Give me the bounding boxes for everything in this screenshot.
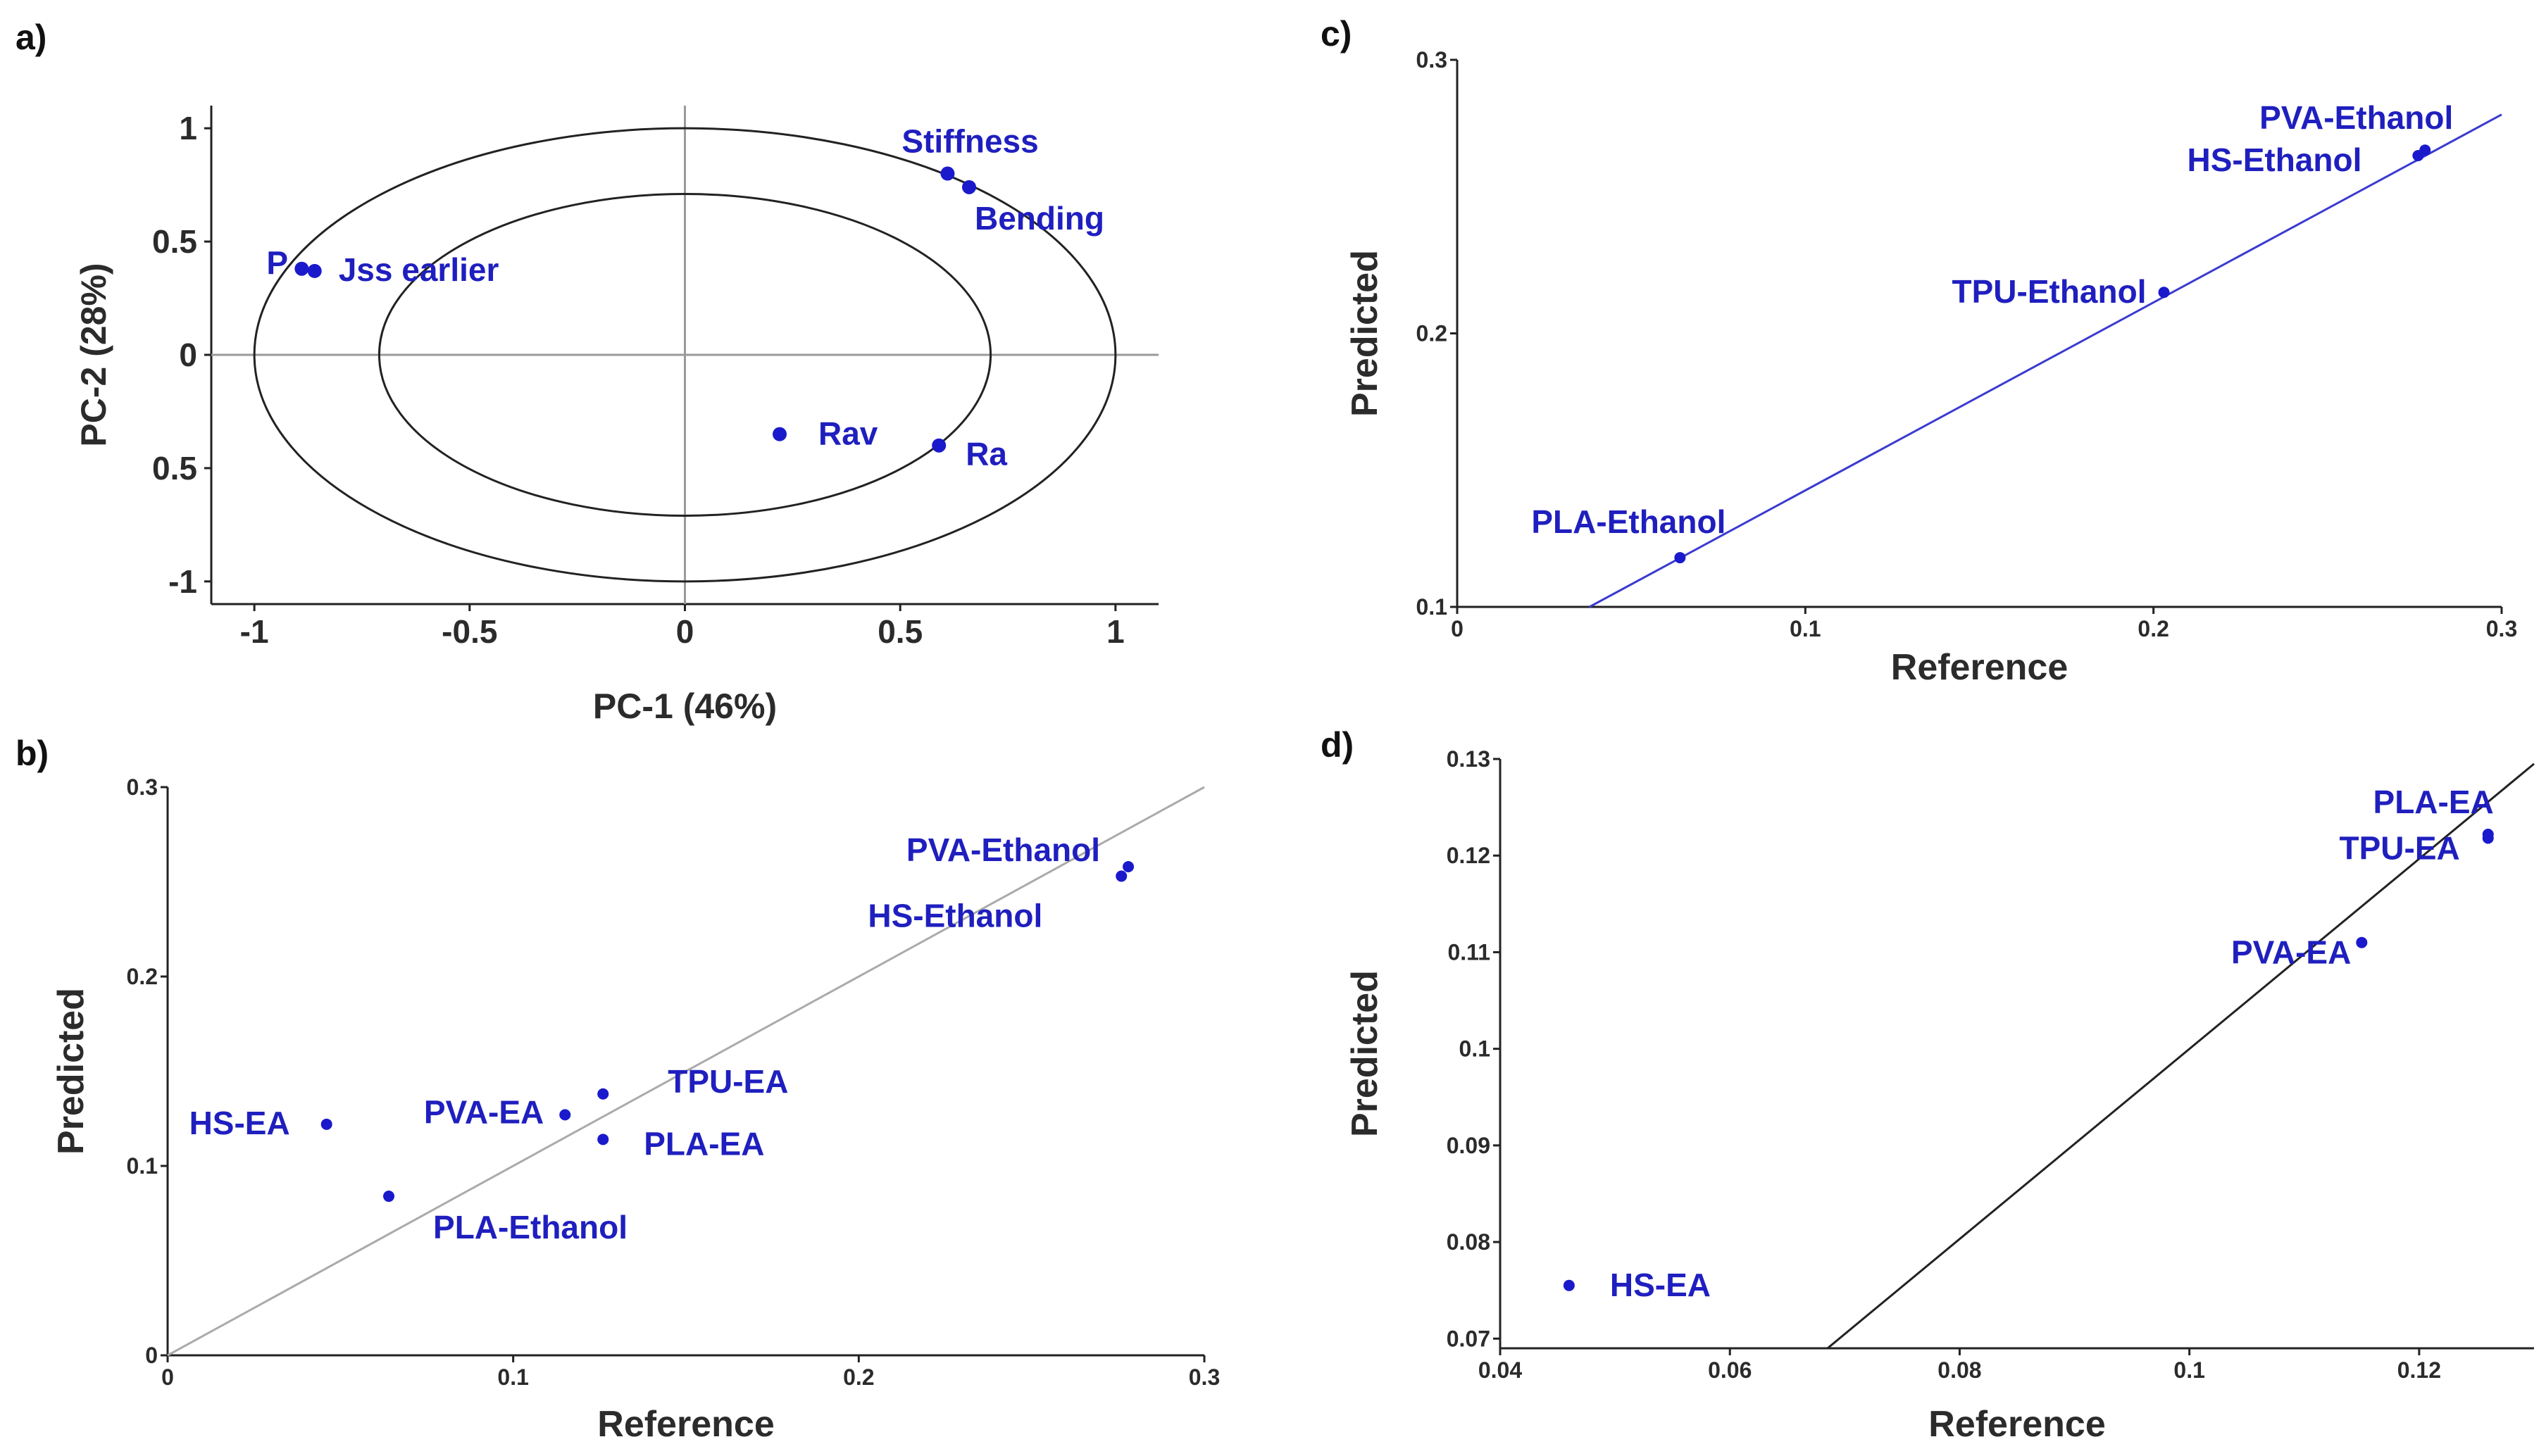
fit-line <box>167 786 1205 1357</box>
panel-label: d) <box>1321 725 1354 765</box>
y-tick-label: 0.13 <box>1447 746 1490 772</box>
y-tick-label: 0.11 <box>1447 939 1490 965</box>
point-label: PVA-Ethanol <box>2259 99 2453 136</box>
x-tick-label: 0.1 <box>2173 1357 2204 1383</box>
point-label: HS-Ethanol <box>2187 142 2361 178</box>
y-tick-label: 0.5 <box>152 450 197 487</box>
y-axis-title: Predicted <box>1344 970 1385 1137</box>
y-axis-title: PC-2 (28%) <box>74 263 113 446</box>
point-label: Rav <box>818 415 878 452</box>
point-ra <box>932 438 947 453</box>
point-pva-ethanol <box>1123 860 1135 872</box>
y-tick-label: 0.1 <box>127 1153 158 1179</box>
point-label: HS-EA <box>1610 1267 1711 1303</box>
x-tick-label: 0.06 <box>1708 1357 1752 1383</box>
fit-line <box>1589 113 2502 608</box>
point-label: PLA-EA <box>644 1125 764 1162</box>
y-axis-title: Predicted <box>1344 250 1385 417</box>
point-label: Stiffness <box>901 123 1038 160</box>
y-tick-label: 0.2 <box>1416 321 1447 346</box>
panel-label: a) <box>15 18 46 57</box>
x-tick-label: 0.5 <box>878 613 923 650</box>
point-stiffness <box>940 166 955 181</box>
x-axis-title: Reference <box>1891 647 2068 688</box>
point-label: PVA-Ethanol <box>906 831 1100 868</box>
point-hs-ethanol <box>2412 149 2424 161</box>
point-p <box>294 261 309 276</box>
panel-a: a) -1 -0.5 0 0.5 1 1 0.5 0 0.5 -1 PC-1 (46%) PC-2 (2… <box>15 18 1159 726</box>
panel-d: d) 0.04 0.06 0.08 0.1 0.12 0.07 0.08 0.09 0.1 0.11… <box>1321 725 2535 1445</box>
inner-ellipse <box>377 193 992 517</box>
point-label: HS-Ethanol <box>868 897 1042 934</box>
y-tick-label: 0.09 <box>1447 1133 1490 1158</box>
y-tick-label: 0.07 <box>1447 1326 1490 1351</box>
x-tick-label: 0.2 <box>2138 616 2169 641</box>
y-tick-label: 0 <box>145 1343 158 1368</box>
y-tick-label: -1 <box>168 563 197 600</box>
x-tick-label: -0.5 <box>442 613 497 650</box>
point-label: Ra <box>966 436 1007 472</box>
point-label: Bending <box>975 200 1104 237</box>
x-tick-label: -1 <box>240 613 269 650</box>
x-tick-label: 1 <box>1106 613 1125 650</box>
point-pla-ethanol <box>383 1191 395 1203</box>
y-tick-label: 0.12 <box>1447 843 1490 868</box>
point-label: P <box>266 245 288 282</box>
x-tick-label: 0.08 <box>1937 1357 1981 1383</box>
point-label: PVA-EA <box>424 1093 544 1130</box>
x-axis-title: Reference <box>1928 1404 2105 1445</box>
x-axis-title: Reference <box>597 1404 774 1445</box>
y-tick-label: 0 <box>179 337 197 373</box>
point-hs-ethanol <box>1116 870 1128 882</box>
point-label: PLA-Ethanol <box>433 1209 628 1245</box>
x-tick-label: 0.3 <box>1189 1364 1220 1390</box>
outer-ellipse <box>253 127 1117 583</box>
y-tick-label: 0.2 <box>127 964 158 989</box>
y-tick-label: 0.1 <box>1459 1036 1490 1062</box>
point-bending <box>962 180 976 194</box>
x-tick-label: 0.2 <box>843 1364 874 1390</box>
panel-b: b) 0 0.1 0.2 0.3 0 0.1 0.2 0.3 Reference Predicted… <box>15 734 1220 1445</box>
x-tick-label: 0.1 <box>497 1364 528 1390</box>
panel-label: b) <box>15 734 49 773</box>
point-label: TPU-EA <box>668 1063 788 1100</box>
x-tick-label: 0.04 <box>1478 1357 1522 1383</box>
x-tick-label: 0.12 <box>2397 1357 2441 1383</box>
x-axis-title: PC-1 (46%) <box>593 686 777 726</box>
y-tick-label: 0.3 <box>1416 47 1447 73</box>
point-tpu-ea <box>597 1088 609 1100</box>
point-label: PLA-Ethanol <box>1531 503 1726 540</box>
point-tpu-ethanol <box>2158 287 2170 299</box>
x-tick-label: 0.3 <box>2486 616 2517 641</box>
panel-label: c) <box>1321 14 1352 54</box>
y-axis-title: Predicted <box>51 988 92 1155</box>
point-label: TPU-Ethanol <box>1952 273 2147 310</box>
y-tick-label: 0.1 <box>1416 594 1447 620</box>
point-pva-ea <box>559 1109 571 1121</box>
point-hs-ea <box>1563 1279 1575 1291</box>
point-tpu-ea <box>2482 832 2494 844</box>
panel-c: c)0 0.1 0.2 0.30.10.20.3ReferencePredictedP… <box>1321 14 2517 688</box>
point-jss-earlier <box>307 263 322 278</box>
point-label: TPU-EA <box>2340 830 2460 867</box>
y-tick-label: 1 <box>179 110 197 146</box>
fit-line <box>1826 762 2535 1350</box>
point-label: PLA-EA <box>2373 784 2494 820</box>
y-tick-label: 0.3 <box>127 774 158 800</box>
x-tick-label: 0 <box>161 1364 174 1390</box>
x-tick-label: 0 <box>1451 616 1464 641</box>
point-pva-ea <box>2356 936 2368 948</box>
point-label: PVA-EA <box>2231 934 2351 971</box>
point-label: HS-EA <box>189 1105 290 1141</box>
point-rav <box>773 427 787 441</box>
point-pla-ea <box>597 1134 609 1146</box>
y-tick-label: 0.5 <box>152 223 197 260</box>
point-hs-ea <box>320 1118 332 1130</box>
x-tick-label: 0.1 <box>1790 616 1821 641</box>
y-tick-label: 0.08 <box>1447 1229 1490 1255</box>
x-tick-label: 0 <box>676 613 694 650</box>
point-pla-ethanol <box>1674 552 1686 564</box>
point-label: Jss earlier <box>339 251 499 288</box>
